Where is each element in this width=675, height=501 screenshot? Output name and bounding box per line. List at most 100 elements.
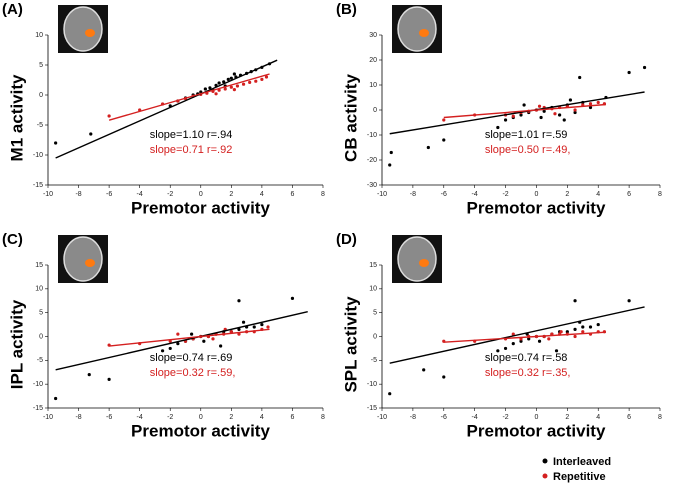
- data-point: [389, 150, 393, 155]
- x-tick-label: -10: [377, 191, 387, 198]
- y-tick-label: 15: [369, 262, 377, 269]
- data-point: [107, 114, 111, 118]
- data-point: [260, 77, 264, 81]
- fit-line: [55, 59, 278, 159]
- data-point: [223, 87, 227, 91]
- data-point: [588, 325, 593, 329]
- x-tick-label: -8: [410, 191, 416, 198]
- data-point: [496, 125, 500, 130]
- data-point: [573, 334, 577, 339]
- data-point: [511, 342, 515, 346]
- y-tick-label: -5: [371, 357, 377, 364]
- data-point: [202, 339, 206, 343]
- data-point: [542, 109, 546, 113]
- x-tick-label: 2: [229, 191, 233, 198]
- x-tick-label: -6: [106, 191, 112, 198]
- y-tick-label: 15: [35, 262, 43, 269]
- panel-label: (A): [2, 1, 23, 18]
- y-tick-label: 10: [35, 32, 43, 39]
- data-point: [266, 325, 270, 329]
- x-tick-label: 4: [260, 414, 264, 421]
- annotation: slope=1.10 r=.94: [150, 129, 233, 141]
- data-point: [558, 113, 562, 117]
- data-point: [573, 299, 577, 303]
- y-axis-label: IPL activity: [7, 299, 26, 389]
- data-point: [199, 90, 203, 94]
- y-axis-label: M1 activity: [7, 74, 26, 161]
- data-point: [219, 344, 223, 348]
- panel-label: (B): [336, 1, 357, 18]
- x-tick-label: 2: [565, 414, 569, 421]
- data-point: [89, 132, 93, 136]
- data-point: [578, 75, 582, 80]
- inset-blob: [419, 29, 429, 37]
- x-tick-label: 0: [534, 191, 538, 198]
- data-point: [388, 163, 392, 167]
- data-point: [442, 375, 446, 379]
- annotation: slope=0.32 r=.35,: [485, 367, 571, 379]
- x-tick-label: 6: [627, 414, 631, 421]
- fit-line: [55, 311, 308, 371]
- annotation: slope=0.71 r=.92: [150, 144, 233, 156]
- y-tick-label: 0: [373, 107, 377, 114]
- data-point: [237, 332, 241, 336]
- fit-line: [109, 328, 270, 347]
- x-tick-label: 6: [290, 414, 294, 421]
- data-point: [588, 105, 593, 110]
- y-tick-label: -15: [33, 182, 43, 189]
- fit-line: [108, 73, 270, 121]
- data-point: [235, 84, 240, 88]
- data-point: [442, 138, 446, 142]
- data-point: [208, 86, 212, 90]
- y-tick-label: -10: [367, 381, 377, 388]
- x-tick-label: 4: [596, 191, 600, 198]
- data-point: [54, 141, 58, 145]
- y-axis-label: CB activity: [341, 74, 360, 162]
- data-point: [226, 77, 230, 81]
- data-point: [232, 88, 236, 92]
- inset-brain: [63, 6, 103, 52]
- y-tick-label: 0: [373, 333, 377, 340]
- data-point: [573, 327, 577, 331]
- y-axis-label: SPL activity: [341, 296, 360, 393]
- data-point: [388, 392, 392, 396]
- y-tick-label: 5: [39, 62, 43, 69]
- data-point: [87, 373, 91, 377]
- data-point: [107, 377, 111, 381]
- x-tick-label: 4: [260, 191, 264, 198]
- data-point: [168, 339, 172, 343]
- inset-blob: [85, 259, 95, 267]
- fit-line: [443, 103, 606, 119]
- data-point: [537, 339, 542, 343]
- y-tick-label: 5: [39, 310, 43, 317]
- data-point: [547, 337, 551, 341]
- x-axis-label: Premotor activity: [131, 421, 270, 440]
- inset-brain: [397, 6, 437, 52]
- data-point: [553, 112, 557, 116]
- panel-label: (D): [336, 231, 357, 248]
- x-tick-label: 0: [534, 414, 538, 421]
- y-tick-label: 10: [369, 82, 377, 89]
- x-tick-label: -8: [75, 191, 81, 198]
- data-point: [588, 102, 593, 106]
- fit-line: [443, 331, 606, 343]
- legend-label: Interleaved: [553, 456, 611, 468]
- x-tick-label: 8: [658, 414, 662, 421]
- data-point: [503, 346, 508, 351]
- x-tick-label: 6: [290, 191, 294, 198]
- annotation: slope=0.50 r=.49,: [485, 144, 571, 156]
- y-tick-label: -15: [367, 405, 377, 412]
- data-point: [176, 342, 180, 346]
- annotation: slope=0.32 r=.59,: [150, 367, 236, 379]
- legend-marker: [542, 458, 548, 464]
- x-tick-label: -8: [410, 414, 416, 421]
- y-tick-label: 30: [369, 32, 377, 39]
- x-axis-label: Premotor activity: [131, 198, 270, 217]
- data-point: [596, 100, 600, 105]
- data-point: [260, 322, 264, 327]
- annotation: slope=0.74 r=.58: [485, 352, 568, 364]
- data-point: [554, 349, 559, 353]
- data-point: [496, 349, 500, 353]
- x-tick-label: -6: [441, 191, 447, 198]
- data-point: [211, 337, 215, 341]
